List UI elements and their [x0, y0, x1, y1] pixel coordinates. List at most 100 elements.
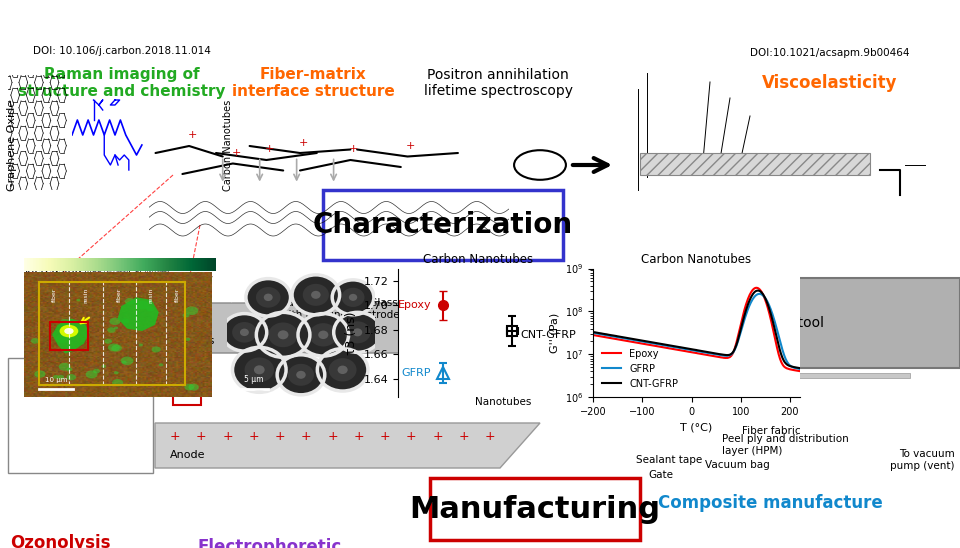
Circle shape: [246, 278, 291, 316]
Circle shape: [352, 328, 362, 336]
Text: $I_{mGO_{1347\,cm^{-1}}}/I_{UP_{1002\,cm^{-1}}}$: $I_{mGO_{1347\,cm^{-1}}}/I_{UP_{1002\,cm…: [82, 262, 170, 277]
Circle shape: [302, 284, 329, 306]
Polygon shape: [117, 298, 158, 331]
Text: DOI: 10.106/j.carbon.2018.11.014: DOI: 10.106/j.carbon.2018.11.014: [33, 46, 211, 56]
Text: Mold tool: Mold tool: [760, 316, 824, 330]
Epoxy: [640, 341, 652, 347]
Circle shape: [311, 291, 321, 299]
Title: Carbon Nanotubes: Carbon Nanotubes: [422, 253, 533, 266]
Text: +: +: [406, 430, 417, 442]
Text: Gate: Gate: [648, 470, 673, 480]
Circle shape: [152, 346, 161, 352]
Text: Sealant tape: Sealant tape: [636, 455, 703, 465]
Circle shape: [112, 379, 123, 386]
Circle shape: [60, 325, 79, 338]
Title: Carbon Nanotubes: Carbon Nanotubes: [641, 253, 752, 266]
Circle shape: [298, 313, 348, 356]
Text: Viscoelasticity: Viscoelasticity: [762, 74, 898, 92]
Circle shape: [108, 327, 115, 333]
Text: Raman imaging of
structure and chemistry: Raman imaging of structure and chemistry: [18, 67, 226, 99]
Text: +: +: [349, 145, 358, 155]
Bar: [625, 278, 960, 368]
Text: +: +: [299, 138, 308, 147]
Text: +: +: [300, 430, 312, 442]
Circle shape: [277, 355, 324, 395]
GFRP: [743, 304, 755, 311]
Text: 5 μm: 5 μm: [244, 375, 263, 384]
Circle shape: [108, 344, 120, 351]
Circle shape: [59, 363, 71, 371]
Circle shape: [334, 312, 381, 352]
Circle shape: [182, 313, 189, 318]
Circle shape: [269, 322, 298, 347]
GFRP: [709, 351, 721, 357]
CNT-GFRP: [709, 350, 721, 357]
Circle shape: [31, 338, 39, 344]
Circle shape: [109, 317, 121, 325]
Epoxy: [624, 338, 636, 345]
GFRP: [640, 339, 652, 345]
Bar: [293, 324, 321, 350]
Text: DOI:10.1021/acsapm.9b00464: DOI:10.1021/acsapm.9b00464: [751, 48, 910, 58]
Circle shape: [56, 335, 68, 343]
Circle shape: [309, 323, 337, 346]
Circle shape: [77, 299, 81, 301]
Circle shape: [185, 306, 199, 315]
Text: Ozonolysis
+
Functionalization: Ozonolysis + Functionalization: [10, 534, 171, 548]
Circle shape: [318, 349, 368, 391]
Circle shape: [256, 287, 280, 307]
Circle shape: [292, 275, 340, 315]
Circle shape: [136, 301, 149, 309]
Text: Characterization: Characterization: [313, 211, 573, 239]
Text: +: +: [265, 145, 275, 155]
Text: +: +: [353, 430, 364, 442]
Text: Fiber fabric: Fiber fabric: [742, 426, 801, 436]
Circle shape: [342, 288, 365, 307]
Circle shape: [35, 370, 45, 378]
Circle shape: [114, 371, 119, 374]
Circle shape: [232, 347, 286, 392]
Text: +: +: [249, 430, 259, 442]
Text: fiber: fiber: [175, 287, 180, 302]
Epoxy: [588, 332, 599, 338]
Text: Carbon Fabric or Glass Fabric
with Backing Electrode: Carbon Fabric or Glass Fabric with Backi…: [280, 298, 432, 319]
Circle shape: [240, 329, 249, 336]
CNT-GFRP: [681, 345, 692, 352]
CNT-GFRP: [726, 351, 737, 357]
Text: fiber: fiber: [52, 287, 57, 302]
Text: Cathode: Cathode: [440, 311, 487, 321]
GFRP: [681, 346, 692, 352]
CNT-GFRP: [743, 299, 755, 306]
Epoxy: [751, 284, 762, 291]
Text: +: +: [485, 430, 495, 442]
Text: 10 μm: 10 μm: [44, 378, 67, 383]
Text: +: +: [380, 430, 391, 442]
Polygon shape: [625, 351, 665, 373]
Text: Carbon Nanotubes: Carbon Nanotubes: [223, 99, 233, 191]
Text: Epoxy: Epoxy: [397, 300, 431, 310]
Bar: [173, 375, 201, 405]
Text: +: +: [170, 430, 180, 442]
Text: CNT-GFRP: CNT-GFRP: [520, 330, 576, 340]
Bar: [640, 153, 870, 175]
Circle shape: [125, 298, 134, 305]
CNT-GFRP: [624, 335, 636, 342]
CNT-GFRP: [794, 365, 805, 372]
Line: Epoxy: Epoxy: [593, 288, 800, 371]
Circle shape: [515, 150, 566, 180]
Circle shape: [122, 318, 130, 323]
Text: Vacuum bag: Vacuum bag: [705, 460, 770, 470]
Circle shape: [345, 321, 371, 344]
Bar: [630, 373, 910, 378]
Text: +: +: [188, 130, 197, 140]
Text: fiber: fiber: [117, 287, 122, 302]
Text: +: +: [535, 384, 545, 397]
Circle shape: [245, 357, 274, 382]
CNT-GFRP: [640, 338, 652, 345]
Text: GFRP: GFRP: [402, 368, 431, 378]
Text: +: +: [196, 430, 206, 442]
Epoxy: [726, 353, 737, 359]
Circle shape: [158, 363, 163, 367]
Circle shape: [93, 369, 100, 373]
Circle shape: [297, 371, 305, 379]
